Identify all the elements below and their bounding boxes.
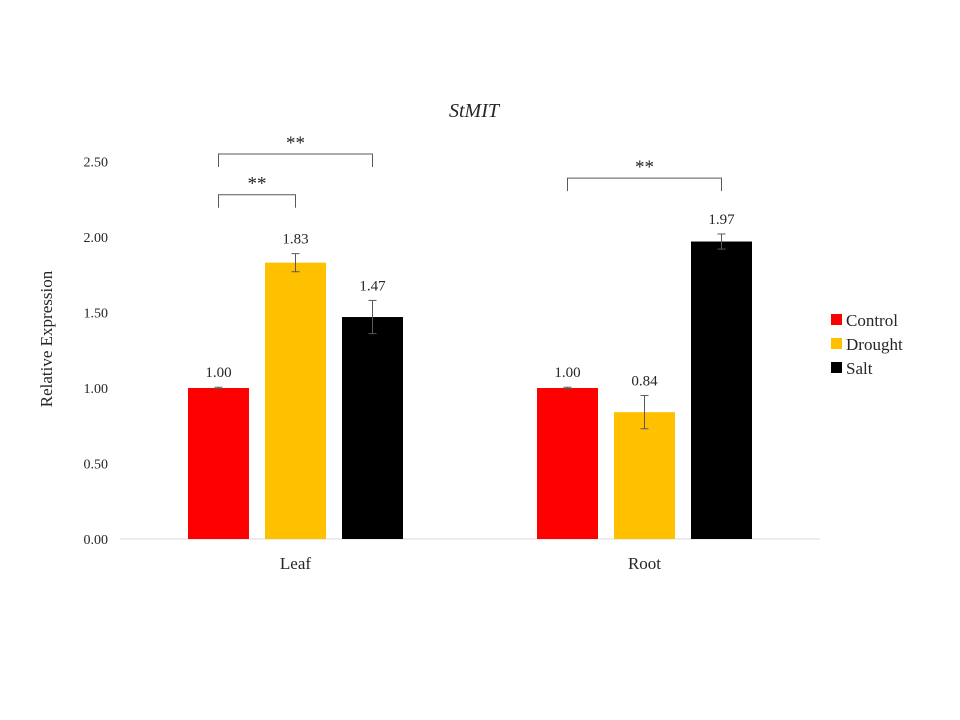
y-tick-label: 1.00 [84,382,109,397]
data-label: 1.00 [554,365,580,381]
significance-bracket: ** [567,157,722,192]
legend: Control Drought Salt [831,311,903,378]
x-axis-categories: Leaf Root [280,554,661,573]
legend-label: Control [846,311,898,330]
y-axis-ticks: 0.00 0.50 1.00 1.50 2.00 2.50 [84,156,109,549]
data-label: 1.83 [282,232,308,248]
error-bars [214,233,726,430]
error-bar [563,386,572,390]
error-bar [368,299,377,335]
data-label: 1.97 [708,212,735,228]
y-tick-label: 1.50 [84,307,109,322]
bar [188,388,249,539]
bar [691,241,752,539]
y-tick-label: 2.50 [84,156,109,171]
significance-label: ** [286,133,305,154]
legend-swatch [831,362,842,373]
x-category-label: Root [628,554,661,573]
y-tick-label: 0.00 [84,533,109,548]
legend-label: Salt [846,359,873,378]
bar [342,317,403,539]
legend-item: Control [831,311,898,330]
legend-swatch [831,314,842,325]
legend-item: Salt [831,359,873,378]
legend-item: Drought [831,335,903,354]
significance-bracket: ** [218,133,373,167]
legend-label: Drought [846,335,903,354]
data-label: 1.00 [205,365,231,381]
error-bar [291,253,300,273]
data-label: 0.84 [631,374,658,390]
significance-bracket: ** [218,174,296,208]
bars [188,241,752,539]
chart-title: StMIT [449,100,501,122]
bar [614,412,675,539]
y-axis-label: Relative Expression [37,270,56,407]
significance-brackets: ** ** ** [218,133,722,208]
significance-label: ** [635,157,654,178]
data-label: 1.47 [359,278,386,294]
error-bar [717,233,726,250]
error-bar [640,395,649,430]
error-bar [214,386,223,390]
significance-label: ** [248,174,267,195]
data-labels: 1.00 1.00 1.83 0.84 1.47 1.97 [205,212,735,390]
bar [537,388,598,539]
x-category-label: Leaf [280,554,311,573]
legend-swatch [831,338,842,349]
bar [265,262,326,539]
y-tick-label: 0.50 [84,458,109,473]
y-tick-label: 2.00 [84,231,109,246]
